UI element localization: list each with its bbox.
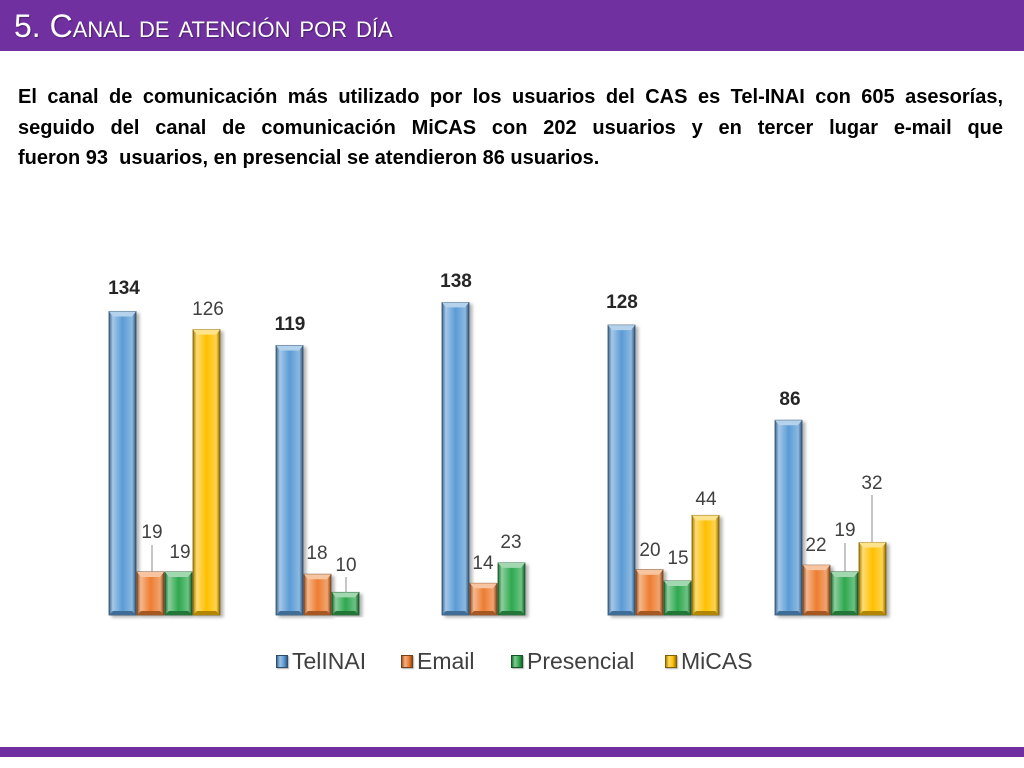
data-label-email-1: 19 bbox=[141, 522, 162, 543]
data-label-telinai-1: 134 bbox=[108, 278, 140, 299]
data-labels-layer: 134 119 138 128 86 19 18 14 20 22 19 10 23 15 19 126 44 3… bbox=[108, 271, 883, 593]
bar-presencial-1 bbox=[164, 571, 193, 616]
bar-email-1 bbox=[136, 571, 165, 616]
title-banner: 5. Canal de atención por día bbox=[0, 0, 1024, 51]
data-label-micas-1: 126 bbox=[192, 299, 224, 320]
paragraph-line-2: seguido del canal de comunicación MiCAS … bbox=[18, 116, 1003, 139]
data-label-telinai-3: 138 bbox=[440, 271, 472, 292]
legend-label-telinai: TelINAI bbox=[292, 648, 367, 674]
data-label-presencial-5: 19 bbox=[834, 520, 855, 541]
summary-paragraph: El canal de comunicación más utilizado p… bbox=[18, 82, 1003, 174]
bar-micas-5 bbox=[858, 542, 887, 616]
legend-label-email: Email bbox=[417, 648, 475, 674]
legend-label-presencial: Presencial bbox=[527, 648, 635, 674]
data-label-presencial-3: 23 bbox=[500, 532, 521, 553]
footer-bar bbox=[0, 747, 1024, 757]
bar-presencial-4 bbox=[663, 580, 692, 616]
bar-presencial-5 bbox=[830, 571, 859, 616]
bar-email-5 bbox=[802, 564, 831, 616]
bar-micas-1 bbox=[192, 329, 221, 616]
bar-telinai-4 bbox=[607, 324, 636, 616]
paragraph-line-1: El canal de comunicación más utilizado p… bbox=[18, 86, 1003, 108]
data-label-email-3: 14 bbox=[472, 553, 494, 574]
bar-presencial-2 bbox=[331, 591, 360, 616]
bar-telinai-1 bbox=[108, 311, 137, 616]
data-label-email-4: 20 bbox=[639, 540, 660, 561]
bar-email-4 bbox=[635, 569, 664, 616]
legend-label-micas: MiCAS bbox=[681, 648, 753, 674]
legend-swatch-micas bbox=[665, 654, 677, 668]
bar-telinai-2 bbox=[275, 345, 304, 616]
bar-micas-4 bbox=[691, 514, 720, 616]
bars-layer bbox=[108, 302, 887, 616]
legend-item-telinai: TelINAI bbox=[276, 648, 366, 674]
slide-title: 5. Canal de atención por día bbox=[14, 8, 393, 44]
legend-swatch-email bbox=[401, 654, 413, 668]
bar-presencial-3 bbox=[497, 562, 526, 616]
bar-email-3 bbox=[469, 582, 498, 616]
data-label-micas-5: 32 bbox=[861, 473, 882, 494]
data-label-presencial-1: 19 bbox=[169, 542, 190, 563]
data-label-micas-4: 44 bbox=[695, 489, 717, 510]
data-label-presencial-4: 15 bbox=[667, 548, 688, 569]
bar-telinai-3 bbox=[441, 302, 470, 616]
bar-email-2 bbox=[303, 573, 332, 616]
bar-telinai-5 bbox=[774, 419, 803, 616]
data-label-telinai-2: 119 bbox=[275, 314, 306, 335]
legend-swatch-presencial bbox=[511, 654, 523, 668]
paragraph-line-3: fueron 93 usuarios, en presencial se ate… bbox=[18, 147, 600, 169]
legend-item-presencial: Presencial bbox=[511, 648, 634, 674]
data-label-email-5: 22 bbox=[805, 535, 826, 556]
data-label-telinai-5: 86 bbox=[779, 389, 800, 410]
legend-item-email: Email bbox=[401, 648, 475, 674]
bar-chart: 134 119 138 128 86 19 18 14 20 22 19 10 23 15 19 126 44 3… bbox=[108, 271, 887, 616]
data-label-email-2: 18 bbox=[306, 543, 327, 564]
data-label-telinai-4: 128 bbox=[606, 292, 638, 313]
legend-item-micas: MiCAS bbox=[665, 648, 753, 674]
data-label-presencial-2: 10 bbox=[335, 555, 356, 576]
legend-swatch-telinai bbox=[276, 654, 288, 668]
